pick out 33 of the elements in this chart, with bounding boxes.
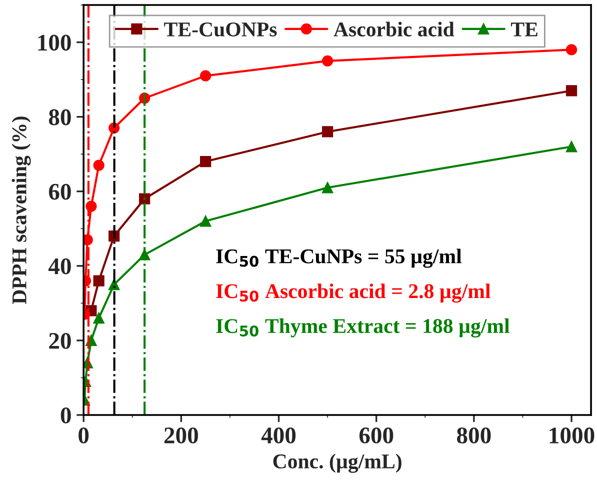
y-tick-label: 80 (48, 109, 71, 126)
x-axis-title: Conc. (µg/mL) (273, 454, 402, 473)
point (93, 160, 104, 171)
x-tick-label: 0 (78, 427, 89, 444)
point (322, 55, 334, 66)
legend-label: TE-CuONPs (164, 22, 277, 37)
annotation: IC$_{50}$ Thyme Extract = 188 µg/ml (216, 318, 510, 338)
point (93, 275, 104, 286)
point (200, 216, 212, 227)
x-tick-label: 200 (164, 427, 198, 444)
legend-label: TE (510, 22, 538, 36)
annotation: IC$_{50}$ Ascorbic acid = 2.8 µg/ml (216, 284, 490, 303)
y-tick-label: 60 (48, 184, 71, 200)
legend-label: Ascorbic acid (334, 22, 454, 36)
point (322, 126, 334, 138)
x-tick-label: 800 (457, 427, 491, 444)
y-tick-label: 0 (60, 407, 71, 424)
annotation: IC$_{50}$ TE-CuNPs = 55 µg/ml (216, 248, 462, 268)
point (93, 312, 104, 324)
x-tick-label: 600 (359, 427, 394, 444)
y-axis-title: DPPH scavening (%) (12, 116, 31, 304)
y-tick-label: 100 (38, 34, 71, 51)
point (200, 70, 212, 82)
x-tick-label: 1000 (550, 427, 594, 444)
point (139, 193, 150, 204)
x-tick-label: 400 (261, 427, 296, 444)
point (200, 156, 212, 168)
point (566, 141, 578, 152)
y-tick-label: 20 (49, 332, 71, 349)
y-tick-label: 40 (48, 258, 71, 274)
point (322, 182, 334, 194)
point (566, 85, 578, 96)
point (566, 44, 578, 56)
